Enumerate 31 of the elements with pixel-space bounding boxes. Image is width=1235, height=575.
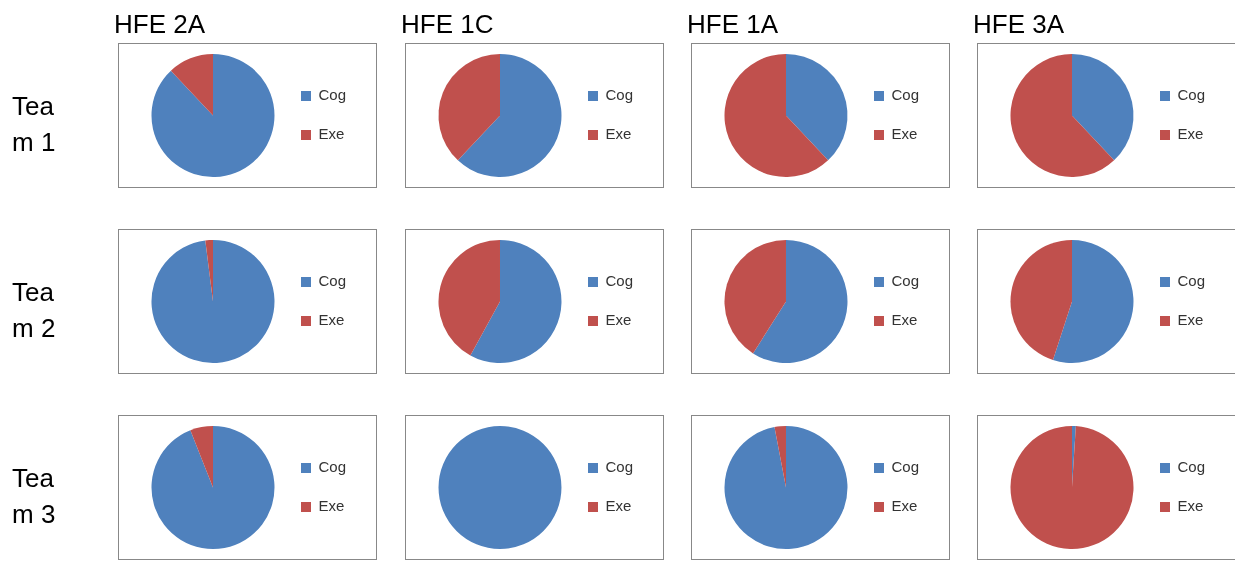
legend-label: Cog xyxy=(1177,272,1206,290)
legend-label: Exe xyxy=(1177,125,1204,143)
legend-label: Cog xyxy=(891,272,920,290)
legend-label: Cog xyxy=(318,272,347,290)
legend-label: Cog xyxy=(605,272,634,290)
chart-title: HFE 3A xyxy=(973,9,1065,40)
legend-label: Exe xyxy=(891,311,918,329)
legend-label: Exe xyxy=(318,125,345,143)
legend-label: Cog xyxy=(1177,458,1206,476)
legend-label: Cog xyxy=(318,86,347,104)
legend-label: Exe xyxy=(605,311,632,329)
legend-label: Exe xyxy=(891,125,918,143)
text: Team 1 xyxy=(12,90,57,159)
text: Team 2 xyxy=(12,276,57,345)
legend-label: Exe xyxy=(1177,497,1204,515)
legend-label: Exe xyxy=(605,125,632,143)
legend-label: Exe xyxy=(318,311,345,329)
chart-title: HFE 1A xyxy=(687,9,779,40)
legend-label: Exe xyxy=(1177,311,1204,329)
legend-label: Cog xyxy=(891,86,920,104)
text: Team 3 xyxy=(12,462,57,531)
legend-label: Cog xyxy=(891,458,920,476)
legend-label: Cog xyxy=(318,458,347,476)
legend-label: Exe xyxy=(605,497,632,515)
legend-label: Exe xyxy=(318,497,345,515)
legend-label: Cog xyxy=(1177,86,1206,104)
legend-label: Cog xyxy=(605,458,634,476)
chart-title: HFE 2A xyxy=(114,9,206,40)
chart-title: HFE 1C xyxy=(401,9,494,40)
legend-label: Exe xyxy=(891,497,918,515)
legend-label: Cog xyxy=(605,86,634,104)
